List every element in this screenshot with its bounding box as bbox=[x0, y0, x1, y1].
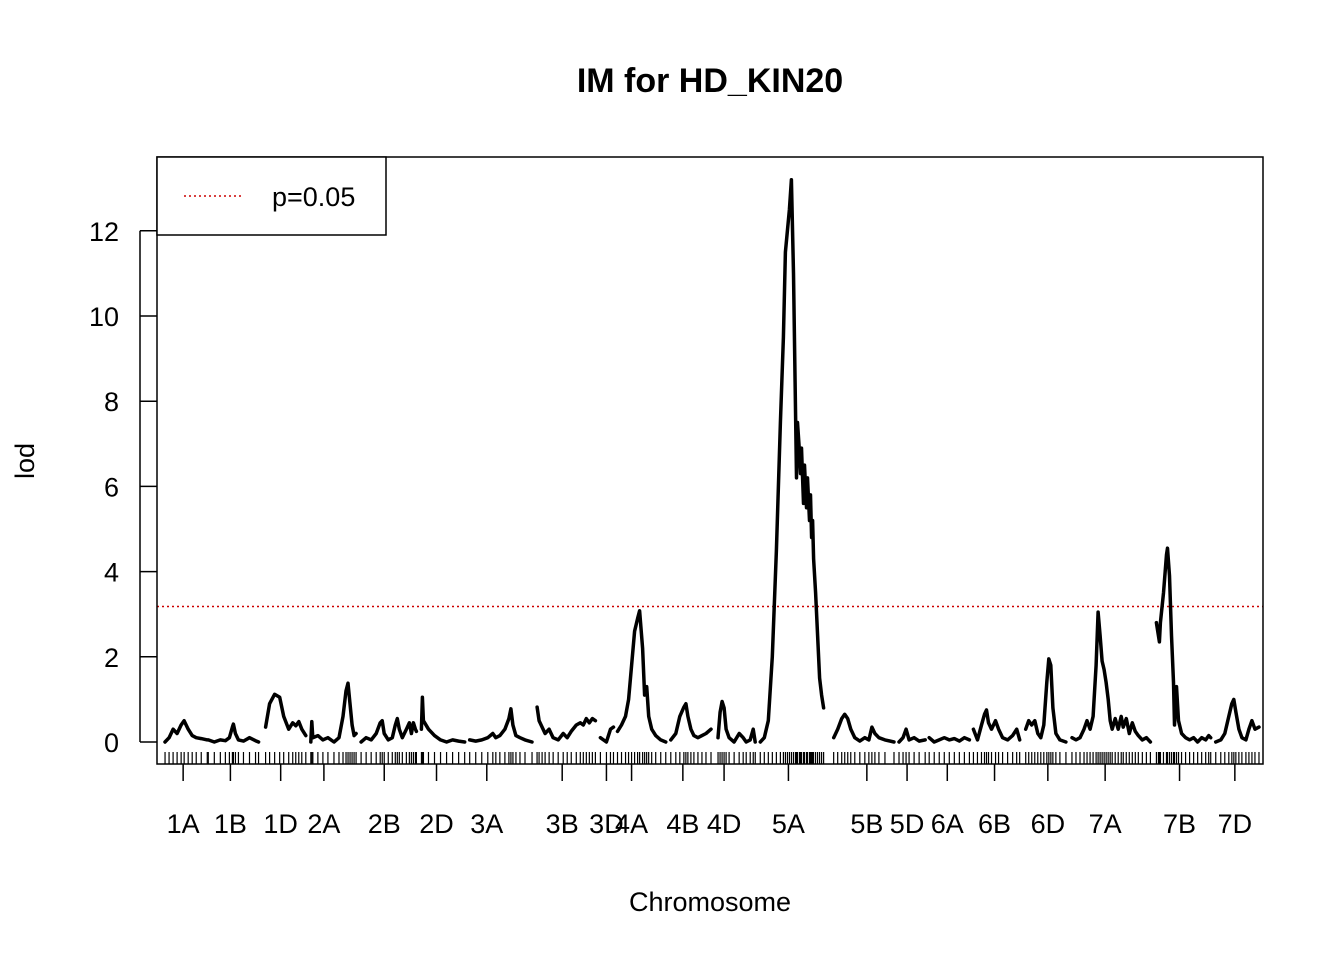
y-tick-label: 2 bbox=[104, 643, 119, 673]
lod-curve-6D bbox=[1023, 657, 1068, 744]
lod-curve-1D bbox=[263, 692, 308, 738]
lod-curve-2B bbox=[359, 716, 419, 744]
y-axis-label: lod bbox=[10, 443, 40, 479]
lod-curve-5D bbox=[897, 727, 927, 744]
lod-curve-6B bbox=[971, 708, 1022, 742]
chart-title: IM for HD_KIN20 bbox=[577, 62, 843, 100]
x-tick-label: 7D bbox=[1218, 809, 1253, 839]
x-tick-label: 5D bbox=[890, 809, 925, 839]
x-tick-label: 4B bbox=[666, 809, 699, 839]
x-tick-label: 1B bbox=[214, 809, 247, 839]
lod-curves bbox=[163, 177, 1261, 744]
x-tick-label: 2A bbox=[307, 809, 340, 839]
x-tick-label: 5B bbox=[850, 809, 883, 839]
x-tick-label: 3B bbox=[546, 809, 579, 839]
x-tick-label: 2B bbox=[368, 809, 401, 839]
y-tick-label: 8 bbox=[104, 387, 119, 417]
x-tick-label: 1A bbox=[167, 809, 200, 839]
lod-curve-4A bbox=[615, 609, 668, 744]
x-tick-label: 6D bbox=[1031, 809, 1066, 839]
x-tick-label: 7A bbox=[1089, 809, 1122, 839]
lod-curve-2D bbox=[419, 695, 467, 744]
lod-curve-7A bbox=[1070, 610, 1153, 744]
lod-curve-3B bbox=[535, 705, 598, 742]
y-tick-label: 10 bbox=[89, 302, 119, 332]
legend: p=0.05 bbox=[156, 156, 387, 236]
x-tick-label: 7B bbox=[1163, 809, 1196, 839]
lod-curve-7B bbox=[1154, 546, 1213, 744]
marker-rug bbox=[164, 752, 1260, 764]
x-tick-label: 3D bbox=[589, 809, 624, 839]
x-tick-label: 6B bbox=[978, 809, 1011, 839]
y-axis: 0 2 4 6 8 10 12 bbox=[89, 217, 157, 758]
plot-frame bbox=[156, 156, 1264, 765]
y-tick-label: 12 bbox=[89, 217, 119, 247]
lod-curve-2A bbox=[309, 681, 358, 744]
x-tick-label: 4D bbox=[707, 809, 742, 839]
lod-curve-3D bbox=[598, 725, 616, 744]
lod-curve-5B bbox=[831, 712, 896, 744]
lod-curve-3A bbox=[467, 707, 534, 744]
y-tick-label: 0 bbox=[104, 728, 119, 758]
lod-curve-6A bbox=[927, 735, 972, 744]
x-tick-label: 4A bbox=[615, 809, 648, 839]
x-tick-label: 5A bbox=[772, 809, 805, 839]
lod-curve-4B bbox=[669, 701, 713, 742]
x-axis-label: Chromosome bbox=[629, 887, 791, 917]
lod-curve-7D bbox=[1213, 697, 1261, 744]
y-tick-label: 6 bbox=[104, 472, 119, 502]
x-tick-label: 3A bbox=[470, 809, 503, 839]
x-tick-label: 2D bbox=[419, 809, 454, 839]
lod-curve-1B bbox=[206, 722, 261, 744]
x-tick-label: 6A bbox=[931, 809, 964, 839]
y-tick-label: 4 bbox=[104, 558, 119, 588]
lod-curve-1A bbox=[163, 718, 210, 744]
lod-curve-5A bbox=[758, 177, 826, 744]
x-tick-label: 1D bbox=[263, 809, 298, 839]
lod-curve-4D bbox=[716, 699, 757, 744]
legend-threshold-label: p=0.05 bbox=[272, 182, 355, 212]
